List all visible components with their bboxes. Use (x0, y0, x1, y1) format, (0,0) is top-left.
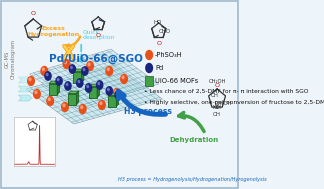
Circle shape (115, 91, 121, 99)
Bar (89, 87, 97, 98)
Circle shape (28, 77, 34, 85)
Text: CH₂OH: CH₂OH (208, 79, 226, 84)
Polygon shape (18, 77, 32, 83)
Text: O: O (156, 41, 161, 46)
Text: Dehydration: Dehydration (169, 137, 218, 143)
Circle shape (97, 81, 103, 89)
Polygon shape (18, 95, 32, 101)
Circle shape (87, 85, 88, 88)
Circle shape (98, 82, 99, 85)
Bar (49, 84, 57, 94)
Circle shape (63, 104, 65, 107)
Circle shape (69, 65, 75, 73)
Text: HO: HO (213, 105, 221, 110)
Circle shape (77, 79, 83, 87)
Circle shape (34, 90, 40, 98)
Text: CHO: CHO (159, 29, 171, 34)
Circle shape (35, 91, 37, 94)
Text: UiO-66 MOFs: UiO-66 MOFs (155, 78, 198, 84)
Circle shape (87, 61, 93, 70)
Polygon shape (49, 81, 60, 84)
Circle shape (46, 73, 48, 76)
Text: -PhSO₃H: -PhSO₃H (155, 52, 182, 58)
Text: O: O (96, 33, 101, 38)
Bar (108, 95, 116, 106)
Circle shape (106, 87, 112, 95)
Circle shape (83, 68, 85, 71)
Text: • Highly selective, one-pot conversion of fructose to 2,5-DMF: • Highly selective, one-pot conversion o… (144, 100, 324, 105)
Text: O: O (214, 83, 220, 88)
Circle shape (113, 88, 120, 98)
Circle shape (78, 80, 80, 83)
Circle shape (79, 105, 86, 114)
Polygon shape (108, 93, 119, 95)
Bar (74, 71, 82, 83)
Bar (68, 94, 76, 105)
Circle shape (64, 61, 66, 64)
Circle shape (63, 60, 70, 68)
Polygon shape (97, 84, 99, 98)
Bar (145, 76, 153, 86)
Text: OH: OH (214, 105, 222, 110)
Circle shape (57, 78, 59, 81)
Polygon shape (74, 69, 84, 71)
Polygon shape (116, 93, 119, 106)
Circle shape (108, 88, 109, 91)
Text: H3 process = Hydrogenolysis/Hydrogenation/Hyrogenolysis: H3 process = Hydrogenolysis/Hydrogenatio… (118, 177, 267, 182)
Circle shape (116, 92, 118, 95)
Polygon shape (68, 91, 79, 94)
Circle shape (88, 63, 90, 66)
Text: OH: OH (211, 93, 219, 98)
Polygon shape (18, 86, 32, 92)
Circle shape (121, 74, 127, 84)
Circle shape (107, 68, 109, 71)
Text: O: O (31, 11, 36, 16)
Polygon shape (57, 81, 60, 94)
Text: GC-MS
Chromatogram: GC-MS Chromatogram (5, 39, 16, 79)
Text: HO: HO (154, 19, 162, 25)
Polygon shape (89, 84, 99, 87)
Text: Pd: Pd (155, 65, 163, 71)
Circle shape (81, 106, 83, 109)
Circle shape (66, 83, 68, 86)
Circle shape (48, 98, 50, 101)
Text: Pd/UiO-66@SGO: Pd/UiO-66@SGO (49, 54, 143, 64)
Circle shape (29, 78, 31, 81)
Polygon shape (29, 49, 159, 109)
Circle shape (71, 66, 72, 69)
Text: H3 process: H3 process (124, 107, 172, 116)
Circle shape (62, 102, 68, 112)
Circle shape (146, 50, 153, 60)
Circle shape (65, 82, 71, 90)
Text: OH: OH (213, 112, 221, 117)
Text: • Less chance of 2,5-DMF for π- π interaction with SGO: • Less chance of 2,5-DMF for π- π intera… (144, 89, 308, 94)
Circle shape (122, 76, 124, 79)
Text: CH₂OH: CH₂OH (214, 101, 232, 106)
Polygon shape (82, 69, 84, 83)
Circle shape (42, 68, 44, 71)
Circle shape (82, 67, 88, 75)
Text: Quick
desorption: Quick desorption (83, 29, 115, 40)
Circle shape (47, 97, 53, 105)
Text: Excess
Hydrogenation: Excess Hydrogenation (27, 26, 79, 37)
Circle shape (106, 67, 113, 75)
Circle shape (100, 102, 102, 105)
Polygon shape (26, 64, 162, 124)
Circle shape (115, 90, 117, 93)
Circle shape (98, 101, 105, 109)
Polygon shape (76, 91, 79, 105)
Circle shape (146, 64, 153, 73)
Circle shape (45, 72, 51, 80)
Circle shape (41, 67, 48, 75)
Circle shape (86, 84, 92, 92)
Circle shape (56, 77, 62, 85)
